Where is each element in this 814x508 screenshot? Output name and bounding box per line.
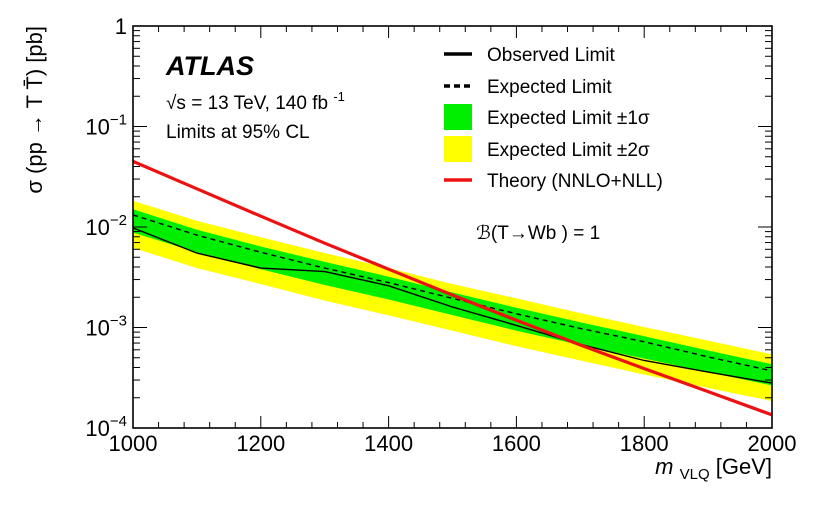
y-tick-label: 1: [115, 14, 127, 39]
legend-label: Observed Limit: [487, 45, 615, 66]
theory-line: [132, 159, 773, 417]
legend: Observed Limit Expected Limit Expected Lim…: [444, 45, 663, 192]
expected-limit-line: [132, 214, 773, 372]
observed-limit-line: [132, 227, 773, 384]
y-tick-label: 10−2: [85, 212, 127, 240]
atlas-label: ATLAS: [165, 51, 254, 81]
x-axis-title: m VLQ [GeV]: [655, 454, 772, 484]
svg-text:√s = 13 TeV, 140 fb: √s = 13 TeV, 140 fb -1: [166, 89, 345, 114]
legend-label: Theory (NNLO+NLL): [487, 171, 663, 192]
energy-label: √s = 13 TeV, 140 fb -1: [166, 89, 345, 114]
legend-label: Expected Limit: [487, 77, 612, 98]
y-tick-label: 10−1: [85, 112, 127, 140]
sqrt-s-symbol: √s: [166, 93, 186, 114]
legend-band2-swatch: [444, 136, 472, 162]
y-tick-label: 10−3: [85, 313, 127, 341]
tick-labels-layer: 1000 1200 1400 1600 1800 2000 10−4 10−3 10−2 10−1…: [85, 14, 796, 456]
energy-exponent: -1: [333, 89, 345, 104]
x-tick-label: 1200: [236, 431, 285, 456]
x-tick-label: 2000: [748, 431, 797, 456]
plot-frame: [132, 25, 773, 429]
legend-label: Expected Limit ±1σ: [487, 108, 650, 129]
bands-layer: [133, 200, 772, 402]
lines-layer: [132, 159, 773, 417]
y-axis-title: σ (pp → T T̄) [pb]: [22, 26, 47, 194]
cl-label: Limits at 95% CL: [166, 122, 310, 143]
x-tick-label: 1400: [364, 431, 413, 456]
legend-band1-swatch: [444, 104, 472, 130]
y-tick-label: 10−4: [85, 413, 127, 441]
x-tick-label: 1000: [109, 431, 158, 456]
x-tick-label: 1800: [620, 431, 669, 456]
branching-ratio-label: ℬ(T→Wb ) = 1: [476, 223, 600, 244]
x-tick-label: 1600: [492, 431, 541, 456]
band-1sigma: [133, 209, 772, 386]
legend-label: Expected Limit ±2σ: [487, 140, 650, 161]
svg-text:m VLQ [GeV]: m VLQ [GeV]: [655, 454, 772, 484]
energy-text: = 13 TeV, 140 fb: [191, 93, 328, 114]
